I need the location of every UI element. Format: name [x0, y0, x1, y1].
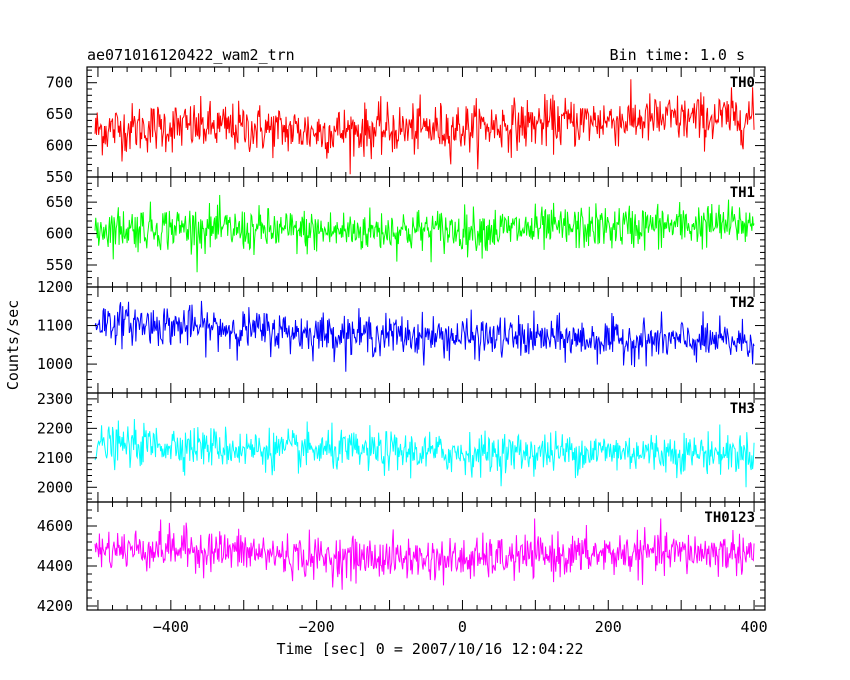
y-tick-label: 4200	[37, 597, 73, 615]
x-tick-label: 0	[458, 618, 467, 636]
panel-th0: 550 600 650 700 TH0	[46, 66, 766, 186]
x-axis: −400 −200 0 200 400	[153, 618, 768, 636]
y-tick-label: 1200	[37, 278, 73, 296]
y-tick-label: 4400	[37, 557, 73, 575]
y-tick-label: 2300	[37, 390, 73, 408]
panel-label-th1: TH1	[730, 185, 755, 201]
y-tick-label: 600	[46, 137, 73, 155]
x-tick-label: 200	[595, 618, 622, 636]
panel-th3: 2000 2100 2200 2300 TH3	[37, 390, 766, 503]
panel-label-th3: TH3	[730, 401, 755, 417]
panel-th0123: 4200 4400 4600 TH0123	[37, 501, 766, 615]
panel-th2: 1000 1100 1200 TH2	[37, 278, 766, 394]
x-axis-title: Time [sec] 0 = 2007/10/16 12:04:22	[276, 640, 583, 658]
x-tick-label: 400	[741, 618, 768, 636]
series-line-th3	[94, 418, 755, 488]
y-tick-label: 650	[46, 193, 73, 211]
panel-th1: 550 600 650 TH1	[46, 176, 766, 288]
panel-frame	[86, 501, 766, 611]
y-tick-label: 1100	[37, 317, 73, 335]
panel-label-th0: TH0	[730, 75, 755, 91]
panels-layer: 550 600 650 700 TH0 550 600 650 TH1 1000 1100 1200 T…	[37, 66, 768, 636]
y-tick-label: 650	[46, 105, 73, 123]
y-tick-label: 550	[46, 168, 73, 186]
x-tick-label: −200	[299, 618, 335, 636]
panel-frame	[86, 286, 766, 394]
y-tick-label: 1000	[37, 355, 73, 373]
y-tick-label: 2200	[37, 419, 73, 437]
bin-time-label: Bin time: 1.0 s	[610, 46, 745, 64]
y-tick-label: 2100	[37, 449, 73, 467]
y-tick-label: 550	[46, 256, 73, 274]
series-line-th1	[94, 194, 755, 273]
panel-label-th0123: TH0123	[704, 510, 755, 526]
y-tick-label: 4600	[37, 517, 73, 535]
y-tick-label: 2000	[37, 478, 73, 496]
x-tick-label: −400	[153, 618, 189, 636]
y-tick-label: 600	[46, 225, 73, 243]
chart-title: ae071016120422_wam2_trn	[87, 46, 295, 64]
series-line-th0123	[94, 518, 755, 590]
series-line-th0	[94, 79, 755, 175]
panel-label-th2: TH2	[730, 295, 755, 311]
series-line-th2	[94, 300, 755, 372]
y-tick-label: 700	[46, 74, 73, 92]
y-axis-title: Counts/sec	[4, 300, 22, 390]
